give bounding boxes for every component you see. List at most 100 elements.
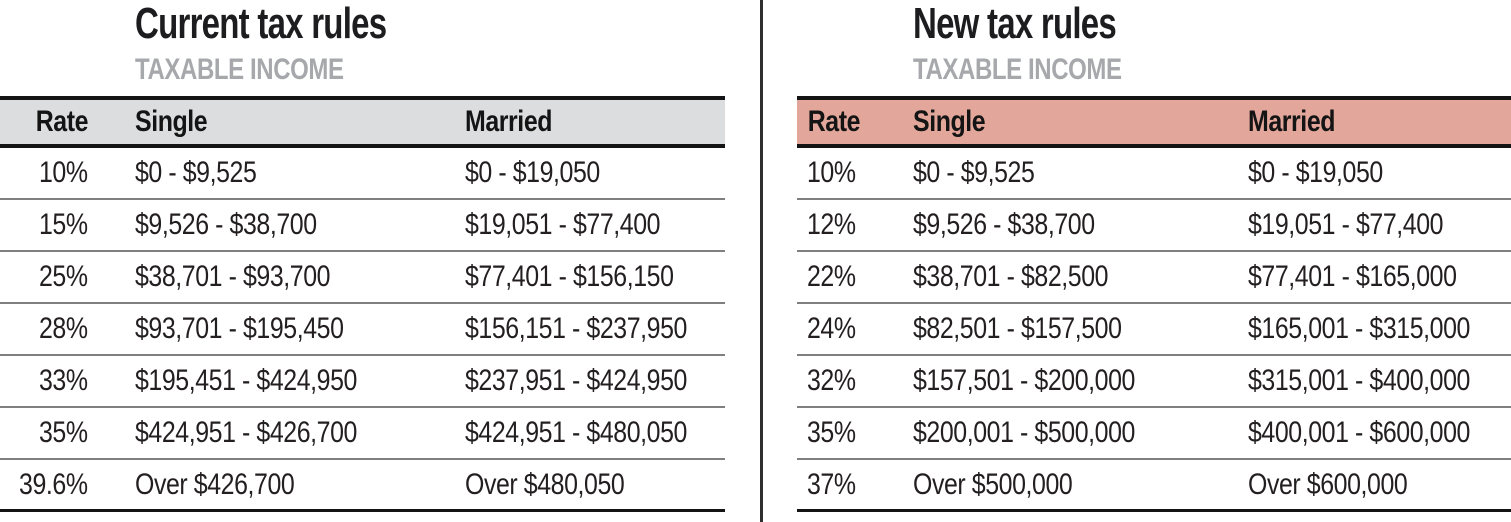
table-row: 35% $200,001 - $500,000 $400,001 - $600,00… — [797, 408, 1511, 460]
cell-text: $195,451 - $424,950 — [135, 364, 357, 397]
rate-cell: 33% — [0, 364, 88, 398]
current-tax-panel: Current tax rules TAXABLE INCOME Rate Si… — [0, 0, 725, 522]
table-row: 37% Over $500,000 Over $600,000 — [797, 460, 1511, 512]
rate-cell: 35% — [0, 416, 88, 450]
married-range-cell: $77,401 - $156,150 — [465, 260, 725, 294]
column-header-rate-label: Rate — [807, 105, 861, 138]
cell-text: $315,001 - $400,000 — [1248, 364, 1470, 397]
column-header-rate-label: Rate — [35, 105, 89, 138]
table-row: 12% $9,526 - $38,700 $19,051 - $77,400 — [797, 200, 1511, 252]
new-tax-header: New tax rules TAXABLE INCOME — [797, 0, 1511, 96]
cell-text: $77,401 - $156,150 — [465, 260, 674, 293]
vertical-divider — [760, 0, 763, 522]
column-header-married: Married — [465, 105, 725, 139]
single-range-cell: $0 - $9,525 — [88, 156, 465, 190]
married-range-cell: $237,951 - $424,950 — [465, 364, 732, 398]
cell-text: 12% — [806, 208, 856, 241]
cell-text: 15% — [39, 208, 88, 241]
table-row: 32% $157,501 - $200,000 $315,001 - $400,00… — [797, 356, 1511, 408]
column-header-rate: Rate — [0, 105, 89, 139]
cell-text: $0 - $19,050 — [465, 156, 600, 189]
column-header-rate: Rate — [797, 105, 861, 139]
married-range-cell: $424,951 - $480,050 — [465, 416, 732, 450]
page-title-current: Current tax rules — [135, 0, 387, 48]
cell-text: $400,001 - $600,000 — [1248, 416, 1470, 449]
single-range-cell: $0 - $9,525 — [855, 156, 1248, 190]
new-tax-panel: New tax rules TAXABLE INCOME Rate Single… — [797, 0, 1511, 522]
rate-cell: 25% — [0, 260, 88, 294]
table-row: 39.6% Over $426,700 Over $480,050 — [0, 460, 725, 512]
cell-text: $19,051 - $77,400 — [1248, 208, 1444, 241]
single-range-cell: $157,501 - $200,000 — [855, 364, 1248, 398]
married-range-cell: Over $480,050 — [465, 468, 725, 502]
cell-text: 32% — [806, 364, 856, 397]
cell-text: $93,701 - $195,450 — [135, 312, 344, 345]
cell-text: 28% — [39, 312, 88, 345]
cell-text: 25% — [39, 260, 88, 293]
table-header-row: Rate Single Married — [0, 96, 725, 148]
married-range-cell: $0 - $19,050 — [1248, 156, 1511, 190]
cell-text: $38,701 - $93,700 — [135, 260, 331, 293]
cell-text: $0 - $9,525 — [913, 156, 1035, 189]
page-title-new: New tax rules — [913, 0, 1117, 48]
cell-text: $200,001 - $500,000 — [913, 416, 1135, 449]
rate-cell: 28% — [0, 312, 88, 346]
cell-text: 10% — [39, 156, 88, 189]
cell-text: $0 - $19,050 — [1248, 156, 1383, 189]
married-range-cell: $19,051 - $77,400 — [465, 208, 725, 242]
table-row: 10% $0 - $9,525 $0 - $19,050 — [0, 148, 725, 200]
column-header-single-label: Single — [913, 105, 986, 138]
single-range-cell: $93,701 - $195,450 — [88, 312, 465, 346]
column-header-married-label: Married — [465, 105, 553, 138]
cell-text: $38,701 - $82,500 — [913, 260, 1109, 293]
table-row: 10% $0 - $9,525 $0 - $19,050 — [797, 148, 1511, 200]
cell-text: 22% — [806, 260, 856, 293]
cell-text: $0 - $9,525 — [135, 156, 257, 189]
table-row: 25% $38,701 - $93,700 $77,401 - $156,150 — [0, 252, 725, 304]
cell-text: 33% — [39, 364, 88, 397]
rate-cell: 24% — [797, 312, 856, 346]
cell-text: $82,501 - $157,500 — [913, 312, 1122, 345]
current-tax-table-body: 10% $0 - $9,525 $0 - $19,050 15% $9,526 - $3… — [0, 148, 725, 512]
rate-cell: 37% — [797, 467, 856, 502]
column-header-single: Single — [88, 105, 465, 139]
cell-text: 35% — [806, 416, 856, 449]
single-range-cell: $195,451 - $424,950 — [88, 364, 465, 398]
cell-text: 39.6% — [19, 467, 88, 501]
column-header-married-label: Married — [1248, 105, 1336, 138]
table-row: 24% $82,501 - $157,500 $165,001 - $315,000 — [797, 304, 1511, 356]
table-row: 35% $424,951 - $426,700 $424,951 - $480,05… — [0, 408, 725, 460]
cell-text: $424,951 - $426,700 — [135, 416, 357, 449]
rate-cell: 15% — [0, 208, 88, 242]
cell-text: $237,951 - $424,950 — [465, 364, 687, 397]
cell-text: 37% — [806, 467, 856, 501]
subtitle-current: TAXABLE INCOME — [135, 53, 344, 86]
rate-cell: 35% — [797, 416, 856, 450]
rate-cell: 12% — [797, 208, 856, 242]
single-range-cell: Over $426,700 — [88, 468, 465, 502]
new-tax-table-body: 10% $0 - $9,525 $0 - $19,050 12% $9,526 - $3… — [797, 148, 1511, 512]
married-range-cell: Over $600,000 — [1248, 468, 1511, 502]
rate-cell: 32% — [797, 364, 856, 398]
cell-text: $77,401 - $165,000 — [1248, 260, 1457, 293]
married-range-cell: $77,401 - $165,000 — [1248, 260, 1511, 294]
table-header-row: Rate Single Married — [797, 96, 1511, 148]
rate-cell: 10% — [797, 156, 856, 190]
married-range-cell: $0 - $19,050 — [465, 156, 725, 190]
cell-text: $9,526 - $38,700 — [135, 208, 317, 241]
cell-text: 35% — [39, 416, 88, 449]
single-range-cell: $9,526 - $38,700 — [88, 208, 465, 242]
single-range-cell: $38,701 - $82,500 — [855, 260, 1248, 294]
cell-text: $157,501 - $200,000 — [913, 364, 1135, 397]
cell-text: Over $480,050 — [465, 467, 625, 501]
rate-cell: 39.6% — [0, 468, 88, 502]
table-row: 33% $195,451 - $424,950 $237,951 - $424,95… — [0, 356, 725, 408]
rate-cell: 22% — [797, 260, 856, 294]
cell-text: $19,051 - $77,400 — [465, 208, 661, 241]
married-range-cell: $400,001 - $600,000 — [1248, 416, 1511, 450]
table-row: 15% $9,526 - $38,700 $19,051 - $77,400 — [0, 200, 725, 252]
cell-text: Over $600,000 — [1248, 467, 1408, 501]
column-header-single-label: Single — [135, 105, 208, 138]
married-range-cell: $315,001 - $400,000 — [1248, 364, 1511, 398]
